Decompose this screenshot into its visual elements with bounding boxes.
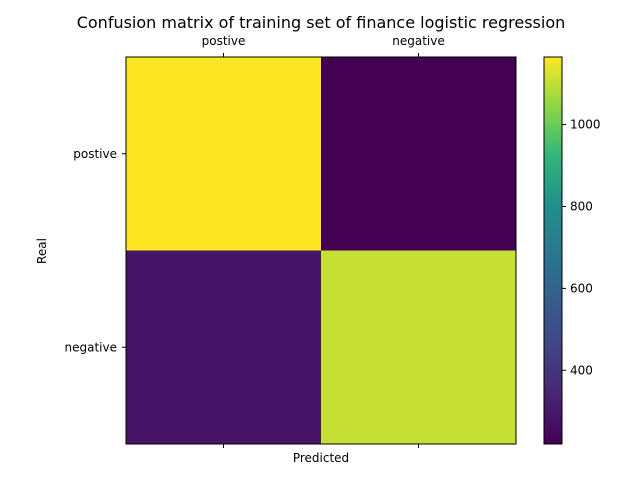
x-tick-label-0: postive [202, 34, 246, 48]
x-axis-ticks: postive negative [202, 34, 445, 448]
matrix-cell-0-0 [126, 57, 321, 251]
matrix-cell-0-1 [321, 57, 516, 251]
y-axis-label: Real [35, 238, 49, 264]
matrix-cell-1-0 [126, 250, 321, 444]
colorbar-tick-label-0: 400 [570, 363, 593, 377]
y-axis-ticks: postive negative [65, 147, 126, 354]
y-tick-label-0: postive [73, 147, 117, 161]
matrix-cell-1-1 [321, 250, 516, 444]
y-tick-label-1: negative [65, 340, 117, 354]
colorbar: 400 600 800 1000 [543, 56, 601, 445]
colorbar-gradient [543, 56, 563, 445]
x-tick-label-1: negative [392, 34, 444, 48]
colorbar-tick-label-2: 800 [570, 199, 593, 213]
chart-title: Confusion matrix of training set of fina… [77, 13, 566, 32]
matrix-plot [125, 56, 517, 445]
colorbar-tick-label-1: 600 [570, 281, 593, 295]
x-axis-label: Predicted [293, 451, 349, 465]
colorbar-tick-label-3: 1000 [570, 118, 601, 132]
plot-frame [125, 56, 517, 445]
